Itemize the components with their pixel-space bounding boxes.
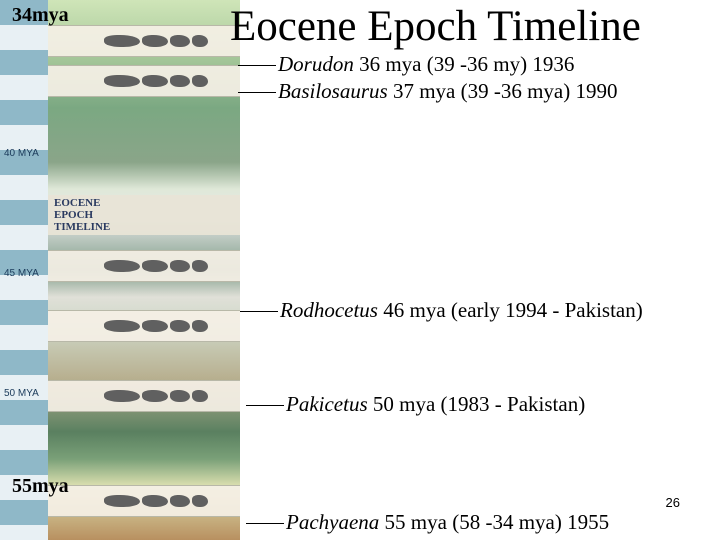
leader-line <box>246 405 284 406</box>
top-age-label: 34mya <box>12 4 69 27</box>
silhouette-row <box>104 75 236 87</box>
ruler-marker: 40 MYA <box>4 148 39 159</box>
chart-band <box>48 25 240 57</box>
species-name: Pakicetus <box>286 392 368 416</box>
species-detail: 37 mya (39 -36 mya) 1990 <box>388 79 618 103</box>
timeline-entry: Dorudon 36 mya (39 -36 my) 1936 <box>278 52 574 77</box>
chart-title-line: TIMELINE <box>54 221 110 233</box>
left-panel: 40 MYA 45 MYA 50 MYA EOCENE EPOCH TIMELINE… <box>0 0 240 540</box>
animal-silhouette-icon <box>170 320 190 332</box>
species-detail: 36 mya (39 -36 my) 1936 <box>354 52 574 76</box>
chart-title-line: EOCENE <box>54 197 100 209</box>
animal-silhouette-icon <box>192 260 208 272</box>
chart-band <box>48 250 240 282</box>
chart-band <box>48 310 240 342</box>
page-number: 26 <box>666 495 680 510</box>
species-name: Pachyaena <box>286 510 379 534</box>
leader-line <box>238 65 276 66</box>
silhouette-row <box>104 35 236 47</box>
ruler-marker: 45 MYA <box>4 268 39 279</box>
species-name: Rodhocetus <box>280 298 378 322</box>
animal-silhouette-icon <box>104 320 140 332</box>
species-detail: 50 mya (1983 - Pakistan) <box>368 392 586 416</box>
timeline-entry: Rodhocetus 46 mya (early 1994 - Pakistan… <box>280 298 643 323</box>
silhouette-row <box>104 495 236 507</box>
species-detail: 55 mya (58 -34 mya) 1955 <box>379 510 609 534</box>
animal-silhouette-icon <box>104 495 140 507</box>
chart-band <box>48 65 240 97</box>
animal-silhouette-icon <box>192 495 208 507</box>
animal-silhouette-icon <box>104 390 140 402</box>
species-name: Dorudon <box>278 52 354 76</box>
leader-line <box>246 523 284 524</box>
leader-line <box>240 311 278 312</box>
animal-silhouette-icon <box>104 75 140 87</box>
animal-silhouette-icon <box>192 320 208 332</box>
silhouette-row <box>104 320 236 332</box>
animal-silhouette-icon <box>170 35 190 47</box>
animal-silhouette-icon <box>192 35 208 47</box>
animal-silhouette-icon <box>142 35 168 47</box>
silhouette-row <box>104 390 236 402</box>
animal-silhouette-icon <box>170 495 190 507</box>
animal-silhouette-icon <box>142 260 168 272</box>
animal-silhouette-icon <box>142 495 168 507</box>
animal-silhouette-icon <box>142 75 168 87</box>
animal-silhouette-icon <box>104 260 140 272</box>
chart-band <box>48 485 240 517</box>
animal-silhouette-icon <box>170 260 190 272</box>
animal-silhouette-icon <box>104 35 140 47</box>
animal-silhouette-icon <box>142 320 168 332</box>
timeline-entry: Basilosaurus 37 mya (39 -36 mya) 1990 <box>278 79 617 104</box>
animal-silhouette-icon <box>170 390 190 402</box>
silhouette-row <box>104 260 236 272</box>
timeline-entry: Pachyaena 55 mya (58 -34 mya) 1955 <box>286 510 609 535</box>
chart-title: EOCENE EPOCH TIMELINE <box>48 195 240 235</box>
animal-silhouette-icon <box>170 75 190 87</box>
ruler-marker: 50 MYA <box>4 388 39 399</box>
chart-band <box>48 380 240 412</box>
leader-line <box>238 92 276 93</box>
timeline-entry: Pakicetus 50 mya (1983 - Pakistan) <box>286 392 585 417</box>
animal-silhouette-icon <box>192 75 208 87</box>
bottom-age-label: 55mya <box>12 475 69 498</box>
animal-silhouette-icon <box>192 390 208 402</box>
page-title: Eocene Epoch Timeline <box>230 2 641 51</box>
species-name: Basilosaurus <box>278 79 388 103</box>
chart-background: EOCENE EPOCH TIMELINE <box>48 0 240 540</box>
ruler: 40 MYA 45 MYA 50 MYA <box>0 0 48 540</box>
chart-title-line: EPOCH <box>54 209 93 221</box>
animal-silhouette-icon <box>142 390 168 402</box>
species-detail: 46 mya (early 1994 - Pakistan) <box>378 298 643 322</box>
